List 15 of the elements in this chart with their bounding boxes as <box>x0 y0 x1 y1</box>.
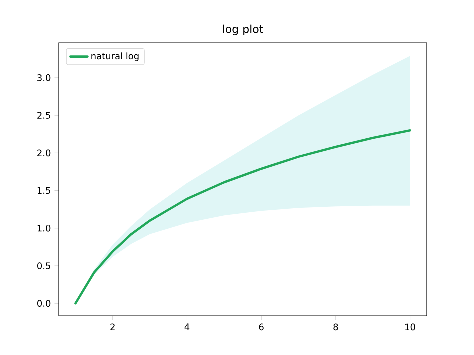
y-tick-label: 0.0 <box>38 300 51 307</box>
y-tick-label: 3.0 <box>38 74 51 82</box>
x-tick-label: 8 <box>334 324 338 331</box>
y-tick-label: 0.5 <box>38 262 50 270</box>
x-tick-label: 4 <box>184 324 190 330</box>
y-tick-label: 1.0 <box>38 224 51 232</box>
y-tick-label: 2.0 <box>38 150 51 157</box>
chart-title: log plot <box>223 24 264 36</box>
y-tick-label: 2.5 <box>38 112 50 119</box>
line-series <box>74 129 412 305</box>
x-tick-label: 6 <box>259 324 264 331</box>
y-tick-label: 1.5 <box>38 187 50 194</box>
x-tick-label: 2 <box>110 324 115 330</box>
x-tick-label: 10 <box>406 324 416 331</box>
legend-label: natural log <box>92 52 139 62</box>
